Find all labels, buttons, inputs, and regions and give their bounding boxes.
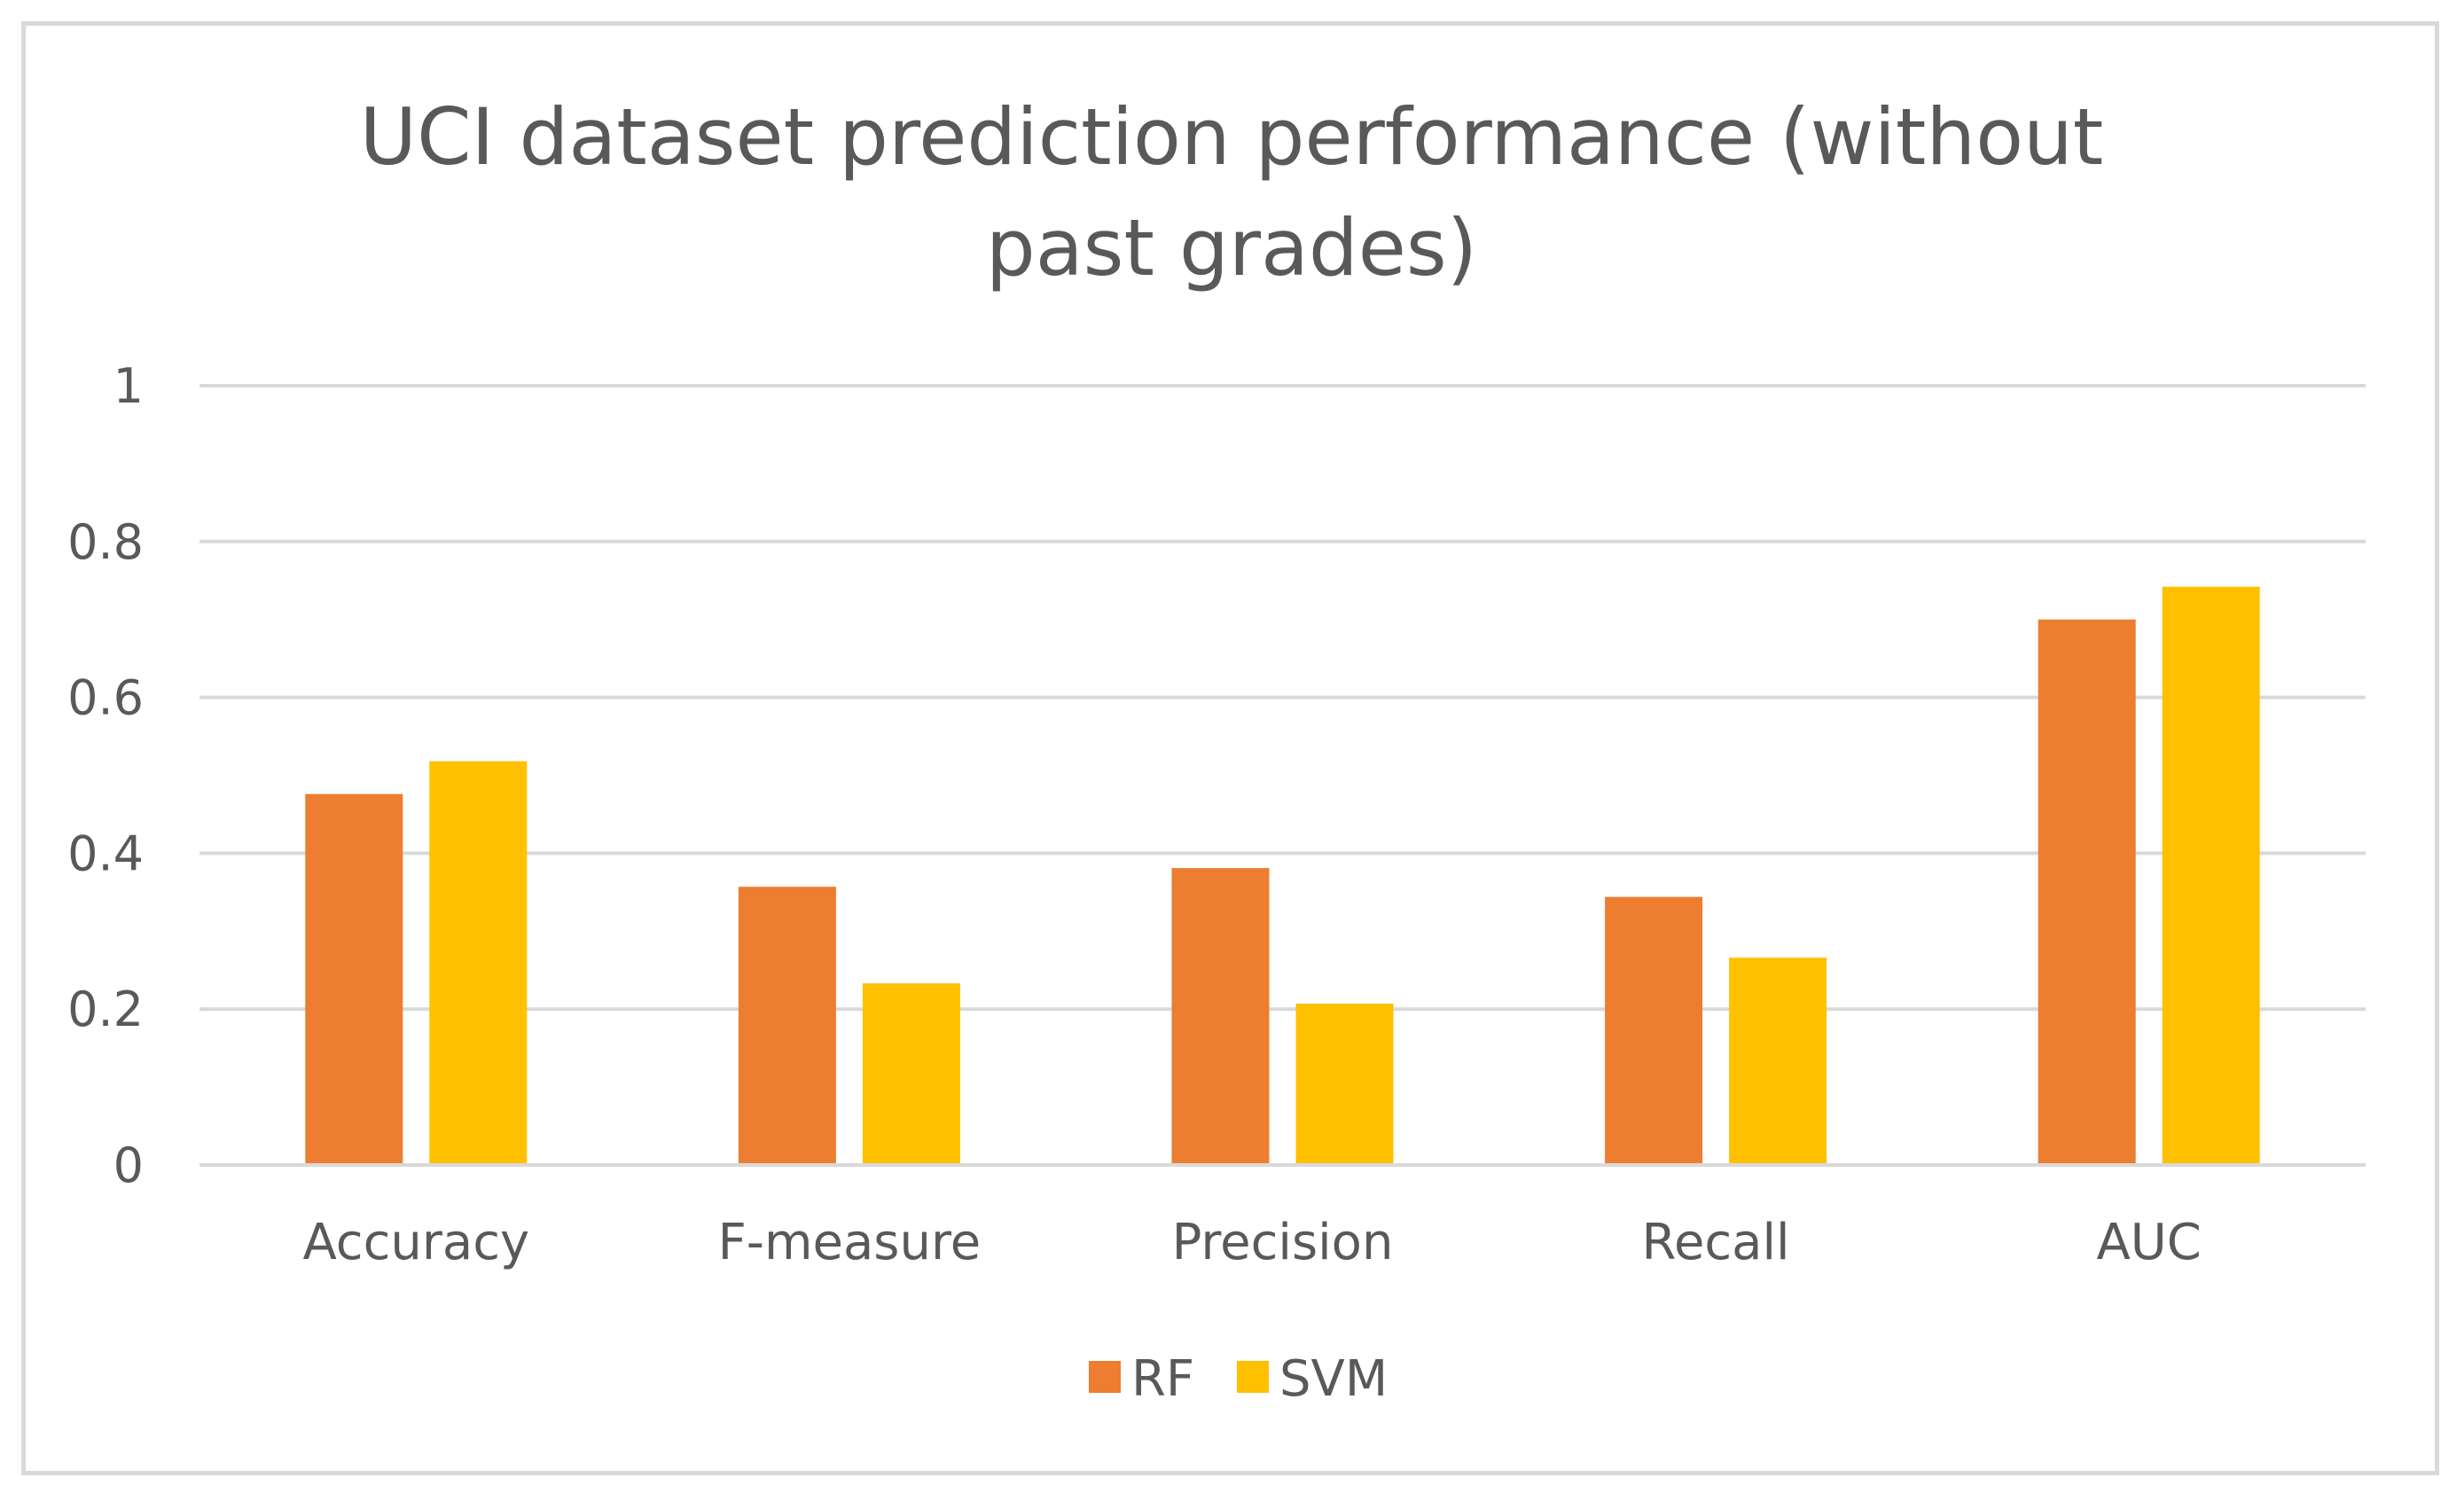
bars xyxy=(305,586,2260,1165)
bar-rf-f-measure[interactable] xyxy=(738,887,836,1165)
legend-swatch-rf xyxy=(1089,1361,1121,1393)
x-category-label: Precision xyxy=(1172,1214,1394,1271)
x-category-label: AUC xyxy=(2096,1214,2201,1271)
y-tick-label: 0.8 xyxy=(67,514,144,570)
legend-swatch-svm xyxy=(1237,1361,1269,1393)
y-tick-label: 0 xyxy=(113,1137,144,1193)
x-category-label: Recall xyxy=(1642,1214,1790,1271)
x-axis-categories: Accuracy F-measure Precision Recall AUC xyxy=(302,1214,2201,1271)
legend-label-svm: SVM xyxy=(1279,1350,1388,1408)
bar-svm-f-measure[interactable] xyxy=(862,983,960,1165)
chart-title-line-1: UCI dataset prediction performance (with… xyxy=(360,91,2104,183)
chart-title-line-2: past grades) xyxy=(986,202,1477,293)
bar-svm-accuracy[interactable] xyxy=(429,761,528,1165)
y-tick-label: 0.4 xyxy=(67,825,144,881)
bar-svm-recall[interactable] xyxy=(1729,958,1827,1165)
legend[interactable]: RF SVM xyxy=(1089,1350,1388,1408)
bar-svm-auc[interactable] xyxy=(2162,586,2260,1165)
legend-label-rf: RF xyxy=(1131,1350,1194,1408)
y-tick-label: 0.2 xyxy=(67,981,144,1037)
chart-frame xyxy=(21,21,2439,1475)
y-tick-label: 1 xyxy=(113,358,144,414)
x-category-label: Accuracy xyxy=(302,1214,529,1271)
gridlines xyxy=(199,384,2366,1012)
y-axis-ticks: 0 0.2 0.4 0.6 0.8 1 xyxy=(67,358,144,1193)
bar-rf-accuracy[interactable] xyxy=(305,793,403,1165)
y-tick-label: 0.6 xyxy=(67,670,144,726)
bar-rf-auc[interactable] xyxy=(2038,619,2136,1165)
chart-title: UCI dataset prediction performance (with… xyxy=(360,91,2104,293)
bar-rf-precision[interactable] xyxy=(1171,868,1270,1165)
bar-svm-precision[interactable] xyxy=(1295,1004,1394,1165)
bar-rf-recall[interactable] xyxy=(1605,896,1703,1165)
x-category-label: F-measure xyxy=(718,1214,982,1271)
